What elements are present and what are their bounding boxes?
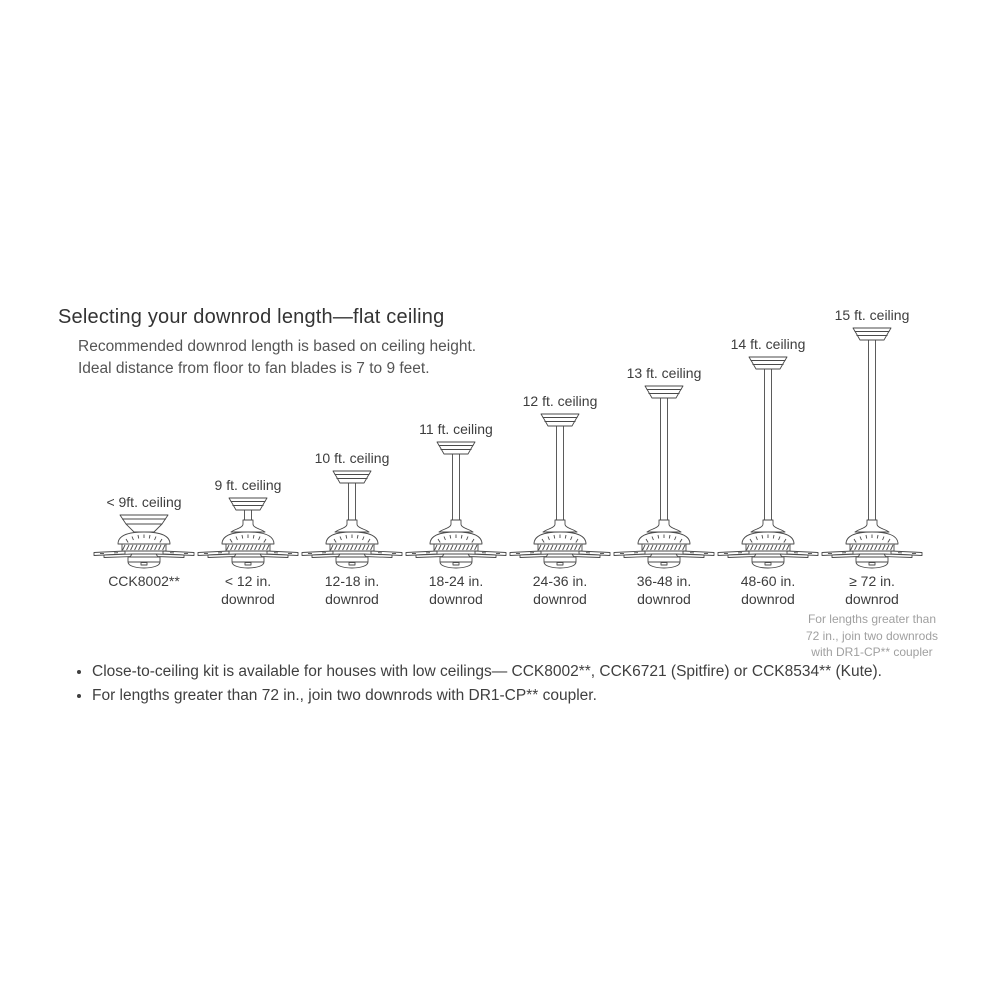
- downrod-label-cell: 18-24 in. downrod: [404, 572, 508, 608]
- footnote-item: Close-to-ceiling kit is available for ho…: [92, 660, 952, 684]
- downrod-fan-icon: [508, 413, 612, 570]
- downrod-label-cell: CCK8002**: [92, 572, 196, 590]
- fan-figure: 14 ft. ceiling: [716, 336, 820, 570]
- ceiling-height-label: 10 ft. ceiling: [314, 450, 390, 466]
- downrod-length-label: 48-60 in. downrod: [740, 573, 796, 608]
- footnote-item: For lengths greater than 72 in., join tw…: [92, 684, 952, 708]
- fan-figure: 12 ft. ceiling: [508, 393, 612, 570]
- page-subtitle: Recommended downrod length is based on c…: [78, 338, 477, 377]
- fan-figure: 10 ft. ceiling: [300, 450, 404, 570]
- ceiling-height-label: 15 ft. ceiling: [834, 307, 910, 323]
- footnote-list: Close-to-ceiling kit is available for ho…: [72, 660, 952, 708]
- downrod-fan-icon: [300, 470, 404, 570]
- downrod-fan-icon: [716, 356, 820, 570]
- downrod-length-label: ≥ 72 in. downrod: [845, 573, 899, 608]
- downrod-label-cell: 24-36 in. downrod: [508, 572, 612, 608]
- downrod-label-cell: 48-60 in. downrod: [716, 572, 820, 608]
- coupler-note: For lengths greater than 72 in., join tw…: [805, 612, 939, 659]
- page-title: Selecting your downrod length—flat ceili…: [58, 306, 445, 328]
- downrod-length-label: 36-48 in. downrod: [636, 573, 692, 608]
- ceiling-height-label: 11 ft. ceiling: [419, 421, 493, 437]
- close-to-ceiling-fan-icon: [92, 514, 196, 570]
- downrod-label-cell: 36-48 in. downrod: [612, 572, 716, 608]
- fan-figure: 13 ft. ceiling: [612, 365, 716, 570]
- ceiling-height-label: 9 ft. ceiling: [214, 477, 282, 493]
- downrod-label-cell: ≥ 72 in. downrod For lengths greater than…: [806, 572, 938, 660]
- downrod-length-label: CCK8002**: [108, 573, 180, 589]
- footnotes: Close-to-ceiling kit is available for ho…: [72, 660, 952, 708]
- downrod-fan-icon: [196, 497, 300, 570]
- fan-figure: 11 ft. ceiling: [404, 421, 508, 570]
- fan-diagram-row: < 9ft. ceiling 9 ft. ceiling 10 ft. ceilin…: [92, 300, 924, 570]
- downrod-label-row: CCK8002** < 12 in. downrod 12-18 in. downr…: [92, 572, 938, 660]
- ceiling-height-label: 14 ft. ceiling: [730, 336, 806, 352]
- ceiling-height-label: 13 ft. ceiling: [626, 365, 702, 381]
- fan-figure: 9 ft. ceiling: [196, 477, 300, 570]
- downrod-length-label: 24-36 in. downrod: [532, 573, 588, 608]
- ceiling-height-label: < 9ft. ceiling: [106, 494, 182, 510]
- downrod-fan-icon: [820, 327, 924, 570]
- downrod-length-label: < 12 in. downrod: [221, 573, 275, 608]
- ceiling-height-label: 12 ft. ceiling: [522, 393, 598, 409]
- downrod-label-cell: 12-18 in. downrod: [300, 572, 404, 608]
- fan-figure: 15 ft. ceiling: [820, 307, 924, 570]
- downrod-label-cell: < 12 in. downrod: [196, 572, 300, 608]
- downrod-fan-icon: [612, 385, 716, 570]
- downrod-fan-icon: [404, 441, 508, 570]
- fan-figure: < 9ft. ceiling: [92, 494, 196, 570]
- downrod-length-label: 18-24 in. downrod: [428, 573, 484, 608]
- downrod-length-label: 12-18 in. downrod: [324, 573, 380, 608]
